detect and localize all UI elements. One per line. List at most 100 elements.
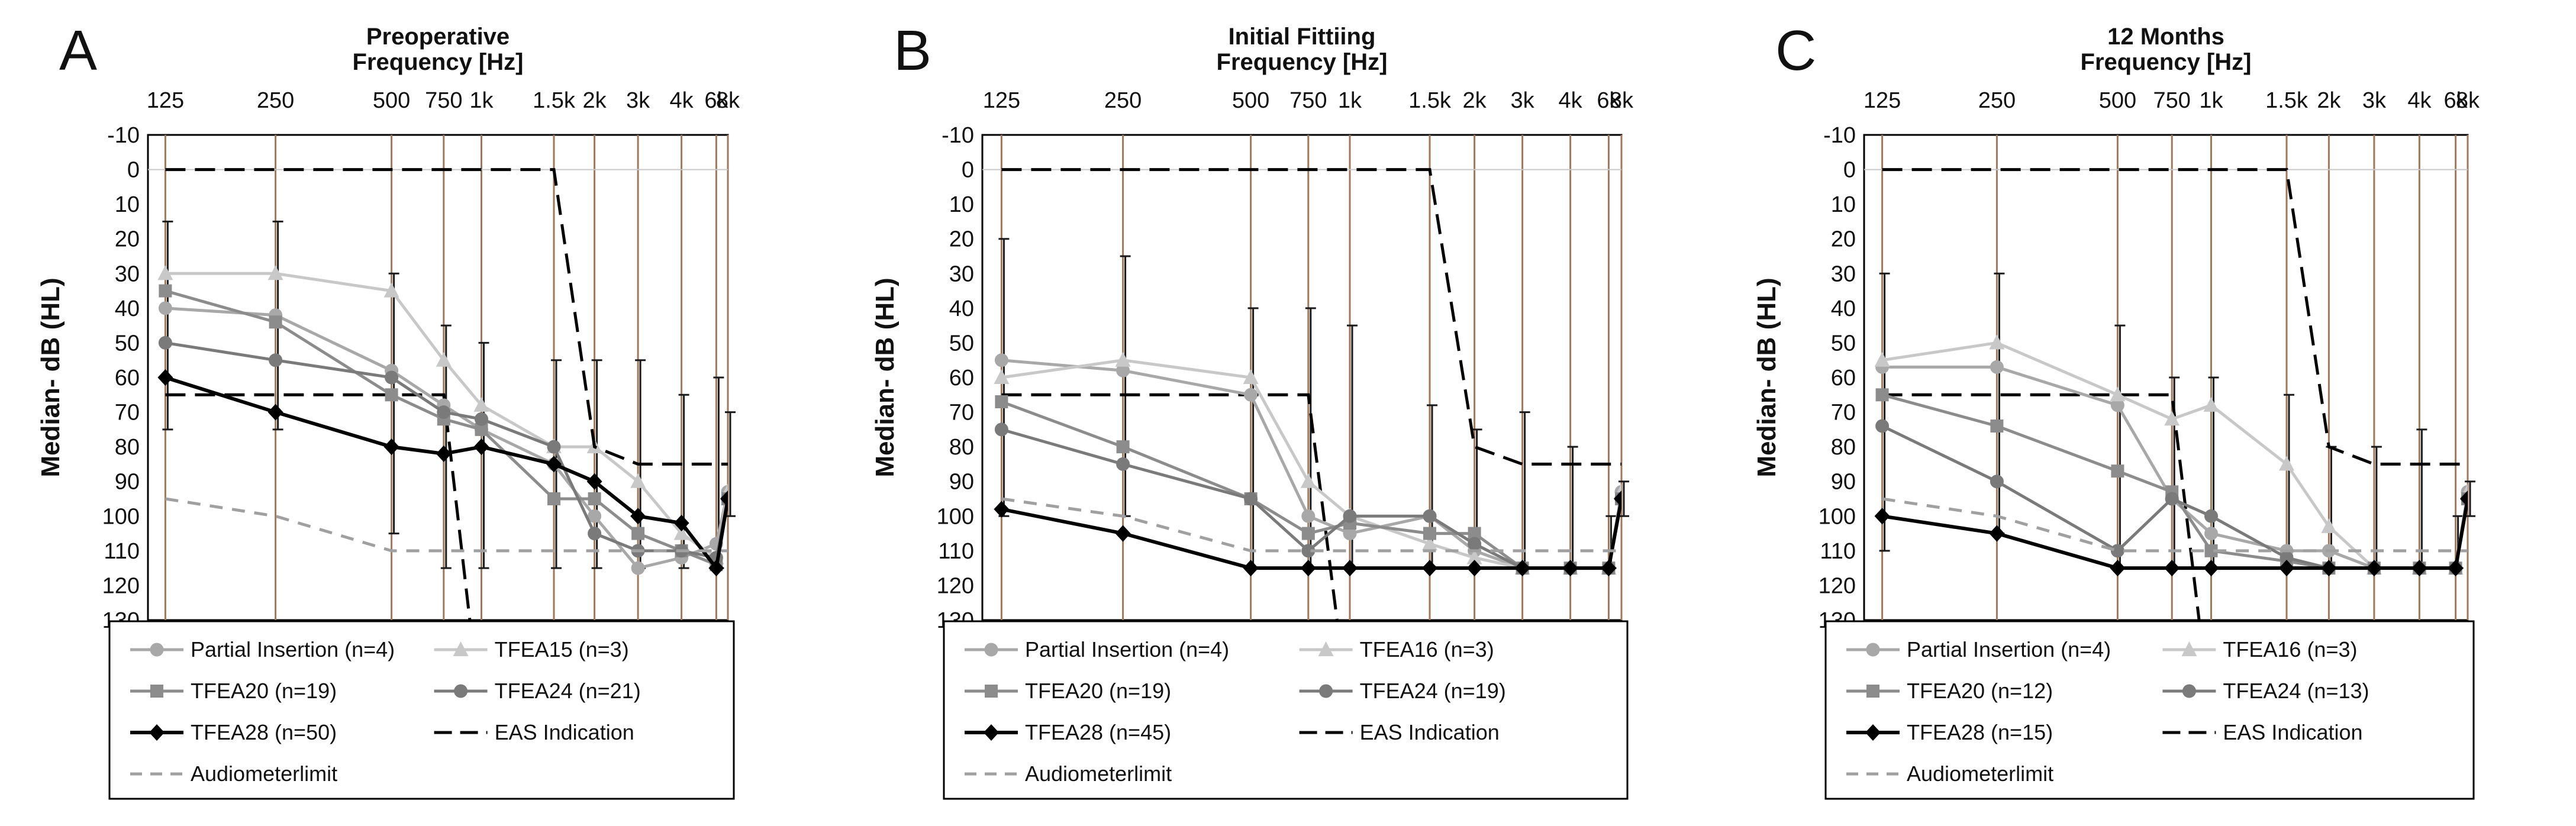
- series-marker-tfea24-n-21: [475, 412, 488, 426]
- series-marker-tfea20-n-19: [1423, 527, 1436, 540]
- y-tick-label: 60: [949, 366, 974, 391]
- series-marker-partial-insertion-n-4: [2204, 527, 2218, 541]
- y-axis-label: Median- dB (HL): [1752, 278, 1781, 477]
- x-tick-label: 1k: [1338, 88, 1362, 113]
- legend-item-tfea15-n-3: TFEA15 (n=3): [434, 637, 629, 662]
- x-tick-label: 4k: [2407, 88, 2432, 113]
- series-marker-tfea28-n-45: [1466, 560, 1482, 577]
- legend-box: [943, 620, 1629, 800]
- series-marker-tfea20-n-19: [588, 492, 601, 505]
- series-group: [157, 168, 728, 620]
- series-marker-tfea16-n-3: [1243, 369, 1259, 384]
- series-marker-tfea20-n-19: [269, 315, 282, 329]
- legend-label: Partial Insertion (n=4): [191, 637, 395, 662]
- legend-swatch-marker: [149, 724, 165, 741]
- legend-item-tfea28-n-45: TFEA28 (n=45): [965, 720, 1171, 744]
- legend-label: TFEA16 (n=3): [2223, 637, 2357, 662]
- y-axis-label: Median- dB (HL): [36, 278, 65, 477]
- series-marker-tfea16-n-3: [2321, 518, 2337, 533]
- series-marker-tfea24-n-13: [2204, 509, 2218, 523]
- legend-swatch-marker: [1865, 724, 1881, 741]
- y-tick-label: 20: [115, 227, 140, 252]
- x-tick-label: 6k: [2444, 88, 2468, 113]
- series-marker-tfea28-n-45: [1514, 560, 1530, 577]
- legend-item-partial-insertion-n-4: Partial Insertion (n=4): [965, 637, 1229, 662]
- legend-item-audiometerlimit: Audiometerlimit: [1846, 762, 2053, 786]
- legend-item-partial-insertion-n-4: Partial Insertion (n=4): [1846, 637, 2111, 662]
- series-marker-tfea20-n-12: [2204, 544, 2218, 557]
- legend-label: EAS Indication: [2223, 720, 2362, 744]
- series-marker-tfea28-n-45: [994, 501, 1010, 518]
- series-marker-tfea28-n-50: [267, 404, 283, 421]
- x-tick-label: 6k: [704, 88, 728, 113]
- chart-title: 12 Months: [2107, 24, 2224, 50]
- x-tick-label: 4k: [670, 88, 694, 113]
- series-marker-tfea28-n-50: [720, 491, 728, 507]
- y-tick-label: 70: [1831, 401, 1856, 425]
- x-tick-label: 8k: [2456, 88, 2480, 113]
- series-marker-tfea15-n-3: [383, 282, 399, 298]
- legend-item-tfea20-n-19: TFEA20 (n=19): [965, 679, 1171, 703]
- y-tick-label: 120: [102, 573, 140, 598]
- x-tick-label: 3k: [626, 88, 650, 113]
- legend-item-tfea16-n-3: TFEA16 (n=3): [1299, 637, 1494, 662]
- series-marker-tfea16-n-3: [994, 369, 1010, 384]
- legend-label: Audiometerlimit: [1025, 762, 1172, 786]
- series-marker-tfea24-n-13: [1875, 419, 1890, 433]
- y-tick-label: 120: [1819, 573, 1856, 598]
- x-tick-label: 125: [1864, 88, 1901, 113]
- series-marker-tfea16-n-3: [2203, 396, 2219, 412]
- y-tick-label: 80: [949, 435, 974, 460]
- series-group: [994, 168, 1621, 620]
- legend-item-audiometerlimit: Audiometerlimit: [130, 762, 337, 786]
- series-marker-tfea24-n-21: [588, 527, 602, 541]
- x-tick-label: 6k: [1597, 88, 1621, 113]
- error-bar: [1619, 480, 1629, 517]
- series-marker-tfea28-n-45: [1562, 560, 1578, 577]
- x-tick-label: 750: [2153, 88, 2190, 113]
- legend-box: [1824, 620, 2475, 800]
- series-marker-tfea20-n-12: [2111, 464, 2124, 478]
- y-tick-label: 40: [949, 296, 974, 321]
- y-tick-label: 0: [962, 158, 974, 183]
- x-tick-label: 1.5k: [1408, 88, 1452, 113]
- legend-label: TFEA20 (n=19): [1025, 679, 1171, 703]
- y-tick-label: -10: [107, 123, 140, 148]
- y-tick-label: 70: [949, 401, 974, 425]
- error-bar: [2465, 480, 2475, 517]
- y-tick-label: 120: [937, 573, 974, 598]
- series-marker-partial-insertion-n-4: [1301, 509, 1316, 523]
- x-axis-title: Frequency [Hz]: [1217, 49, 1388, 75]
- y-tick-label: 20: [1831, 227, 1856, 252]
- series-marker-tfea24-n-21: [269, 353, 283, 367]
- series-marker-tfea24-n-19: [1244, 492, 1258, 506]
- x-tick-label: 125: [147, 88, 184, 113]
- y-axis-label: Median- dB (HL): [871, 278, 899, 477]
- y-tick-label: 60: [1831, 366, 1856, 391]
- series-marker-tfea20-n-19: [995, 395, 1008, 408]
- legend-label: Partial Insertion (n=4): [1907, 637, 2111, 662]
- x-tick-label: 1k: [2199, 88, 2223, 113]
- x-tick-label: 750: [1289, 88, 1327, 113]
- y-tick-label: 100: [102, 504, 140, 529]
- legend-item-partial-insertion-n-4: Partial Insertion (n=4): [130, 637, 395, 662]
- series-marker-tfea20-n-19: [631, 527, 645, 540]
- series-marker-tfea20-n-19: [1468, 527, 1481, 540]
- series-marker-tfea16-n-3: [1115, 351, 1131, 367]
- legend: Partial Insertion (n=4) TFEA15 (n=3) TFEA2…: [108, 620, 735, 800]
- y-tick-label: 30: [1831, 262, 1856, 286]
- series-marker-tfea24-n-21: [385, 370, 399, 385]
- x-tick-label: 2k: [583, 88, 607, 113]
- y-tick-label: 0: [1843, 158, 1856, 183]
- series-line-audiometerlimit: [165, 497, 728, 553]
- x-tick-label: 4k: [1559, 88, 1583, 113]
- x-tick-label: 2k: [2317, 88, 2341, 113]
- eas-indication-lower-line: [1882, 393, 2201, 620]
- legend-label: Audiometerlimit: [1907, 762, 2053, 786]
- series-marker-tfea24-n-21: [437, 405, 451, 420]
- legend: Partial Insertion (n=4) TFEA16 (n=3) TFEA2…: [1824, 620, 2475, 800]
- series-marker-tfea16-n-3: [1989, 334, 2005, 350]
- y-tick-label: 90: [1831, 470, 1856, 495]
- legend-swatch-marker: [1866, 643, 1880, 657]
- y-tick-label: -10: [942, 123, 974, 148]
